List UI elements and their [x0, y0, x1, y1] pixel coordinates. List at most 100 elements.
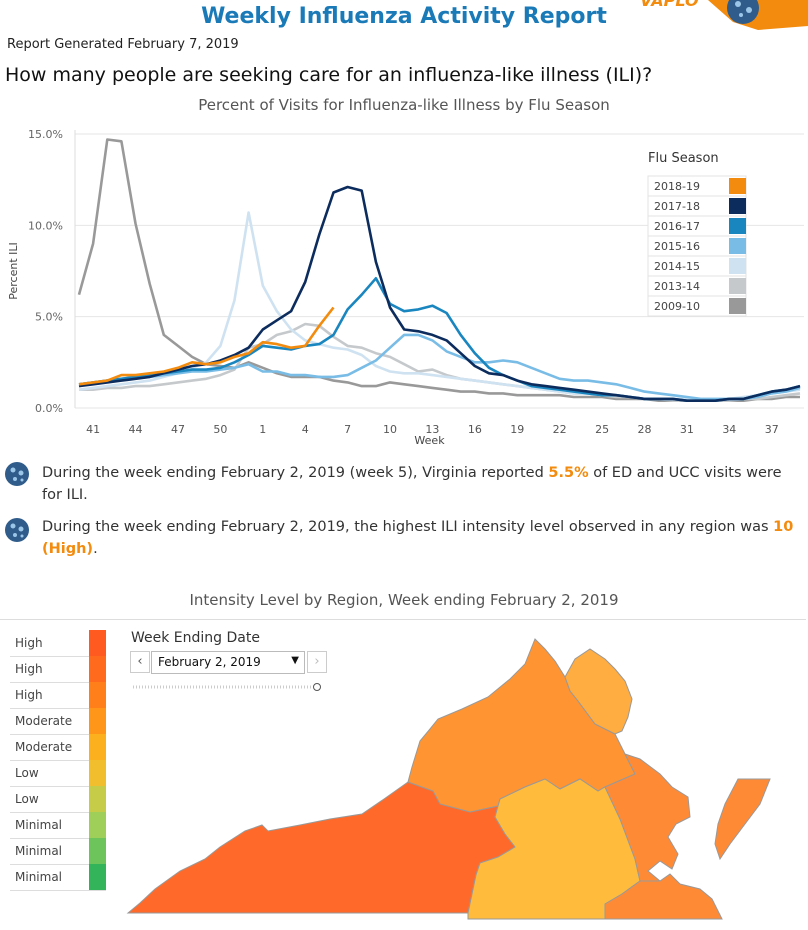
note-text: . [93, 541, 98, 557]
legend-label: 2018-19 [654, 180, 700, 193]
intensity-legend-row: Minimal [10, 838, 106, 865]
legend-swatch [729, 278, 746, 294]
virus-icon [5, 462, 29, 486]
x-tick-label: 37 [765, 423, 779, 436]
intensity-legend-row: High [10, 656, 106, 683]
legend-swatch [729, 298, 746, 314]
intensity-legend-swatch [89, 786, 106, 812]
intensity-legend-swatch [89, 630, 106, 656]
intensity-legend-swatch [89, 864, 106, 890]
x-tick-label: 47 [171, 423, 185, 436]
intensity-legend-swatch [89, 760, 106, 786]
intensity-legend-label: Minimal [15, 818, 63, 832]
note-highlight: 5.5% [548, 465, 589, 481]
intensity-legend-row: High [10, 630, 106, 657]
intensity-legend-label: Minimal [15, 844, 63, 858]
note-text: During the week ending February 2, 2019,… [42, 519, 774, 535]
note-weekly-ili: During the week ending February 2, 2019 … [42, 462, 802, 506]
x-tick-label: 41 [86, 423, 100, 436]
x-tick-label: 44 [129, 423, 143, 436]
week-slider[interactable] [133, 683, 321, 691]
legend-label: 2017-18 [654, 200, 700, 213]
note-highlight: 10 (High) [42, 519, 794, 557]
week-ending-value: February 2, 2019 [158, 655, 261, 669]
legend-label: 2015-16 [654, 240, 700, 253]
legend-label: 2013-14 [654, 280, 700, 293]
map-panel [0, 619, 806, 930]
legend-label: 2009-10 [654, 300, 700, 313]
intensity-legend-swatch [89, 838, 106, 864]
intensity-legend-label: Moderate [15, 714, 73, 728]
region-eastern-shore[interactable] [714, 778, 771, 861]
map-title: Intensity Level by Region, Week ending F… [189, 591, 619, 609]
note-intensity: During the week ending February 2, 2019,… [42, 516, 802, 560]
intensity-legend-swatch [89, 708, 106, 734]
intensity-legend-swatch [89, 682, 106, 708]
legend-swatch [729, 238, 746, 254]
intensity-legend-label: High [15, 662, 43, 676]
x-tick-label: 19 [510, 423, 524, 436]
x-tick-label: 50 [213, 423, 227, 436]
x-tick-label: 4 [302, 423, 309, 436]
intensity-legend-row: Low [10, 786, 106, 813]
intensity-legend-swatch [89, 812, 106, 838]
report-title: Weekly Influenza Activity Report [201, 4, 607, 29]
chevron-right-icon[interactable]: › [307, 651, 327, 673]
x-tick-label: 22 [553, 423, 567, 436]
y-axis: 0.0% 5.0% 10.0% 15.0% Percent ILI [7, 128, 804, 415]
note-text: During the week ending February 2, 2019 … [42, 465, 549, 481]
x-tick-label: 1 [259, 423, 266, 436]
virus-icon [5, 518, 29, 542]
intensity-legend-label: High [15, 636, 43, 650]
x-axis-label: Week [414, 434, 445, 447]
x-tick-label: 16 [468, 423, 482, 436]
x-tick-label: 7 [344, 423, 351, 436]
legend-label: 2016-17 [654, 220, 700, 233]
chart-title: Percent of Visits for Influenza-like Ill… [198, 96, 610, 114]
x-tick-label: 28 [637, 423, 651, 436]
legend-title: Flu Season [648, 151, 719, 166]
y-tick-label: 15.0% [28, 128, 63, 141]
intensity-legend-row: Low [10, 760, 106, 787]
series-line-2015-16[interactable] [78, 333, 801, 401]
region-eastern-south[interactable] [604, 873, 723, 920]
virginia-region-map[interactable] [0, 619, 806, 929]
intensity-legend-label: Minimal [15, 870, 63, 884]
intensity-legend-label: Low [15, 792, 39, 806]
series-line-2018-19[interactable] [78, 306, 335, 386]
intensity-legend-swatch [89, 734, 106, 760]
y-tick-label: 10.0% [28, 219, 63, 232]
region-northern[interactable] [564, 648, 633, 735]
x-tick-label: 10 [383, 423, 397, 436]
intensity-legend-label: High [15, 688, 43, 702]
intensity-legend-row: Minimal [10, 864, 106, 891]
x-tick-label: 25 [595, 423, 609, 436]
series-lines[interactable] [77, 138, 801, 403]
chevron-left-icon[interactable]: ‹ [130, 651, 150, 673]
slider-handle [313, 683, 321, 691]
section-question: How many people are seeking care for an … [5, 64, 653, 86]
chevron-down-icon: ▼ [291, 655, 299, 666]
intensity-legend-row: Minimal [10, 812, 106, 839]
series-line-2017-18[interactable] [78, 185, 801, 403]
legend-swatch [729, 198, 746, 214]
intensity-legend-row: High [10, 682, 106, 709]
ili-line-chart[interactable]: 0.0%5.0%10.0%15.0%Percent ILI 41 44 47 50 1 4… [0, 120, 808, 452]
y-axis-label: Percent ILI [7, 242, 20, 300]
chart-legend[interactable]: Flu Season 2018-19 2017-18 2016-17 2015-16 20… [647, 151, 747, 317]
x-tick-label: 13 [425, 423, 439, 436]
legend-swatch [729, 218, 746, 234]
y-tick-label: 0.0% [35, 402, 63, 415]
legend-swatch [729, 258, 746, 274]
y-tick-label: 5.0% [35, 311, 63, 324]
vdh-logo: VAPLO [640, 0, 808, 30]
intensity-legend-label: Moderate [15, 740, 73, 754]
report-generated-date: Report Generated February 7, 2019 [7, 37, 239, 52]
week-ending-label: Week Ending Date [131, 630, 260, 646]
week-ending-select[interactable]: February 2, 2019 ▼ [151, 651, 305, 674]
intensity-legend-label: Low [15, 766, 39, 780]
legend-swatch [729, 178, 746, 194]
region-eastern[interactable] [604, 753, 691, 882]
note-text: of ED and UCC visits were for ILI. [42, 465, 782, 503]
